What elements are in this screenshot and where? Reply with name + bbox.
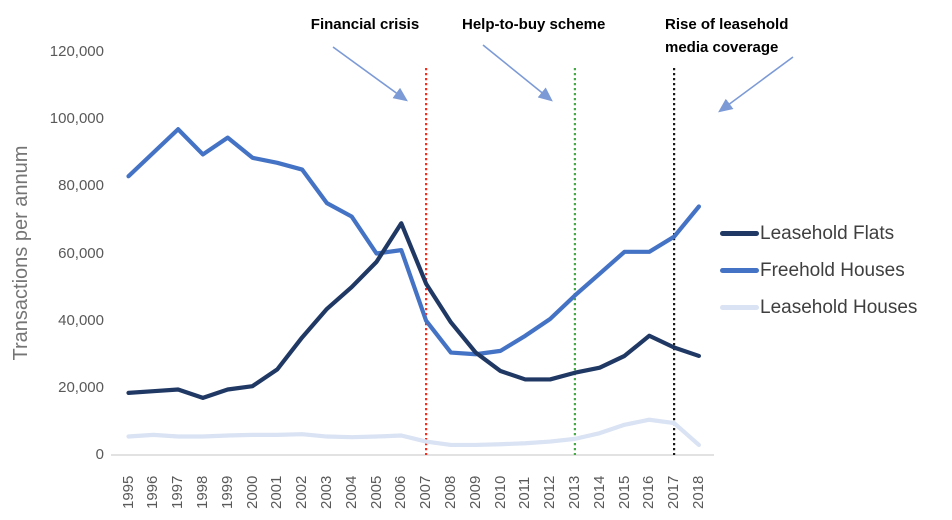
financial-crisis-arrow (332, 46, 408, 102)
x-tick-label: 2012 (541, 475, 559, 509)
legend-swatch (720, 268, 759, 273)
x-tick-label: 2001 (268, 475, 286, 509)
legend-label: Leasehold Houses (760, 296, 918, 318)
x-tick-label: 2011 (516, 476, 534, 509)
legend-item: Freehold Houses (720, 252, 917, 289)
y-tick-label: 20,000 (58, 378, 104, 396)
x-tick-label: 1996 (144, 475, 162, 509)
legend-swatch (720, 231, 759, 236)
legend-item: Leasehold Flats (720, 215, 917, 252)
series-line-leasehold-houses (126, 417, 702, 448)
annotation-media-coverage-line1: Rise of leasehold (665, 16, 789, 33)
series-line-freehold-houses (126, 127, 702, 357)
y-tick-label: 0 (95, 446, 104, 463)
x-tick-label: 2018 (689, 475, 707, 509)
y-tick-label: 40,000 (58, 311, 104, 329)
y-tick-label: 120,000 (49, 43, 104, 60)
y-tick-label: 100,000 (49, 110, 104, 128)
x-tick-label: 1999 (218, 475, 236, 509)
legend-label: Leasehold Flats (760, 222, 895, 244)
help-to-buy-arrow (482, 44, 553, 102)
chart-legend: Leasehold Flats Freehold Houses Leasehold … (720, 215, 917, 326)
x-tick-label: 1997 (169, 475, 187, 509)
legend-label: Freehold Houses (760, 259, 905, 281)
media-coverage-arrow (718, 56, 794, 113)
legend-swatch (720, 305, 759, 310)
x-tick-label: 2005 (367, 475, 385, 509)
x-tick-label: 2009 (466, 475, 484, 509)
x-tick-label: 1998 (193, 475, 211, 509)
series-line-leasehold-flats (126, 221, 702, 401)
y-tick-label: 80,000 (58, 177, 104, 195)
y-tick-label: 60,000 (58, 244, 104, 262)
x-tick-label: 2000 (243, 475, 261, 509)
x-tick-label: 2004 (342, 475, 360, 509)
annotation-media-coverage: Rise of leasehold media coverage (665, 13, 788, 59)
x-tick-label: 2002 (293, 475, 311, 509)
x-tick-label: 2008 (441, 475, 459, 509)
x-tick-label: 2003 (317, 475, 335, 509)
annotation-media-coverage-line2: media coverage (665, 39, 779, 56)
annotation-help-to-buy: Help-to-buy scheme (462, 16, 606, 33)
x-tick-label: 2014 (590, 475, 608, 509)
annotation-financial-crisis: Financial crisis (310, 16, 420, 33)
x-tick-label: 2006 (392, 475, 410, 509)
x-tick-label: 2017 (665, 475, 683, 509)
x-tick-label: 2015 (615, 475, 633, 509)
legend-item: Leasehold Houses (720, 289, 917, 326)
x-tick-label: 2016 (640, 475, 658, 509)
x-tick-label: 2007 (417, 475, 435, 509)
x-tick-label: 1995 (119, 475, 137, 509)
x-tick-label: 2013 (565, 475, 583, 509)
x-tick-label: 2010 (491, 475, 509, 509)
